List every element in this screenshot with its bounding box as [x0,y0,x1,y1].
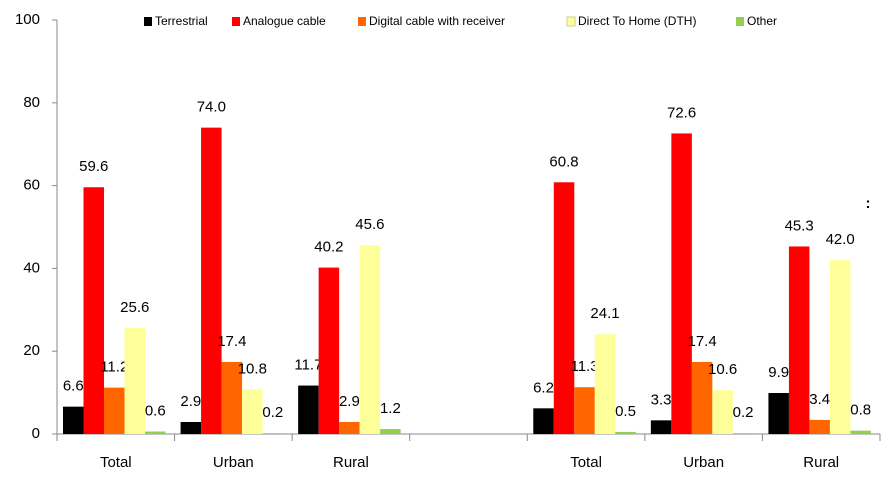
data-label: 45.6 [355,216,384,233]
data-label: 2.9 [180,393,201,410]
data-label: 2.9 [339,393,360,410]
data-label: 0.5 [615,403,636,420]
bar [650,420,672,434]
data-label: 6.6 [63,378,84,395]
bar [553,182,575,434]
x-tick-label: Total [100,454,132,471]
bar [242,389,263,434]
bar [615,431,636,434]
legend-swatch [358,17,366,26]
data-label: 1.2 [380,400,401,417]
bar [809,419,830,434]
legend-swatch [566,16,576,27]
bar [339,421,360,434]
data-label: 17.4 [217,333,246,350]
data-label: 3.3 [651,391,672,408]
data-label: 17.4 [688,333,717,350]
x-tick-label: Rural [803,454,839,471]
bar [691,361,713,434]
x-tick-label: Urban [213,454,254,471]
bar [829,260,851,434]
legend-label: Analogue cable [243,14,326,28]
legend-swatch [232,17,240,26]
bar [298,385,319,434]
bar [533,408,554,434]
legend-swatch [144,17,152,26]
legend-label: Digital cable with receiver [369,14,505,28]
data-label: 11.7 [294,357,322,374]
data-label: 40.2 [314,239,343,256]
data-label: 0.2 [733,404,754,421]
y-tick-label: 20 [23,342,40,359]
bar [380,429,401,434]
data-label: 45.3 [785,217,814,234]
y-tick-label: 60 [23,177,40,194]
data-label: 60.8 [549,153,578,170]
x-tick-label: Urban [683,454,724,471]
bar [712,390,733,434]
data-label: 6.2 [533,379,554,396]
data-label: 11.2 [100,359,128,376]
bar [145,431,166,434]
data-label: 0.2 [262,404,283,421]
y-tick-label: 0 [32,425,40,442]
data-label: 11.3 [570,358,598,375]
y-tick-label: 40 [23,259,40,276]
bar [732,433,754,434]
bar [768,393,789,434]
data-label: 10.8 [238,360,267,377]
bar [359,245,381,434]
legend-swatch [736,17,744,26]
data-label: 42.0 [826,231,855,248]
bar [574,387,595,434]
bar [124,328,145,434]
bar [180,421,202,434]
legend-label: Terrestrial [155,14,208,28]
legend-label: Other [747,14,777,28]
data-label: 10.6 [708,361,737,378]
bar [788,246,810,434]
bar [104,387,125,434]
data-label: 59.6 [79,158,108,175]
data-label: 25.6 [120,299,149,316]
y-tick-label: 80 [23,94,40,111]
data-label: 3.4 [809,391,830,408]
bar [594,334,616,434]
bar [83,187,104,434]
data-label: 0.6 [145,402,166,419]
bar [318,267,340,434]
bar [262,433,284,434]
x-tick-label: Total [570,454,602,471]
data-label: 72.6 [667,104,696,121]
bar [221,361,243,434]
legend-label: Direct To Home (DTH) [578,14,696,28]
bar [671,133,692,434]
bar [201,127,222,434]
data-label: 24.1 [590,305,619,322]
bar [63,406,84,434]
bar [850,430,871,434]
data-label: 0.8 [850,402,871,419]
x-tick-label: Rural [333,454,369,471]
y-tick-label: 100 [15,11,40,28]
annotation: : [866,195,871,212]
data-label: 74.0 [197,99,226,116]
data-label: 9.9 [768,364,789,381]
